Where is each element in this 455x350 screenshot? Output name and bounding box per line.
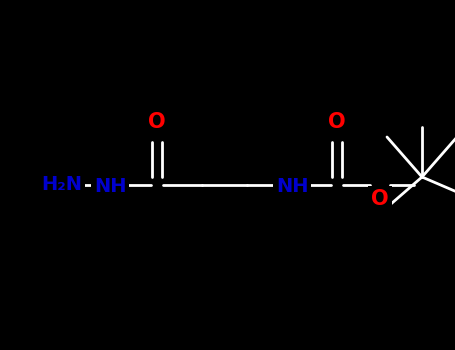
Text: O: O: [371, 189, 389, 209]
Text: O: O: [328, 112, 346, 132]
Text: H₂N: H₂N: [41, 175, 82, 195]
Text: NH: NH: [276, 177, 308, 196]
Text: NH: NH: [94, 177, 126, 196]
Text: O: O: [148, 112, 166, 132]
